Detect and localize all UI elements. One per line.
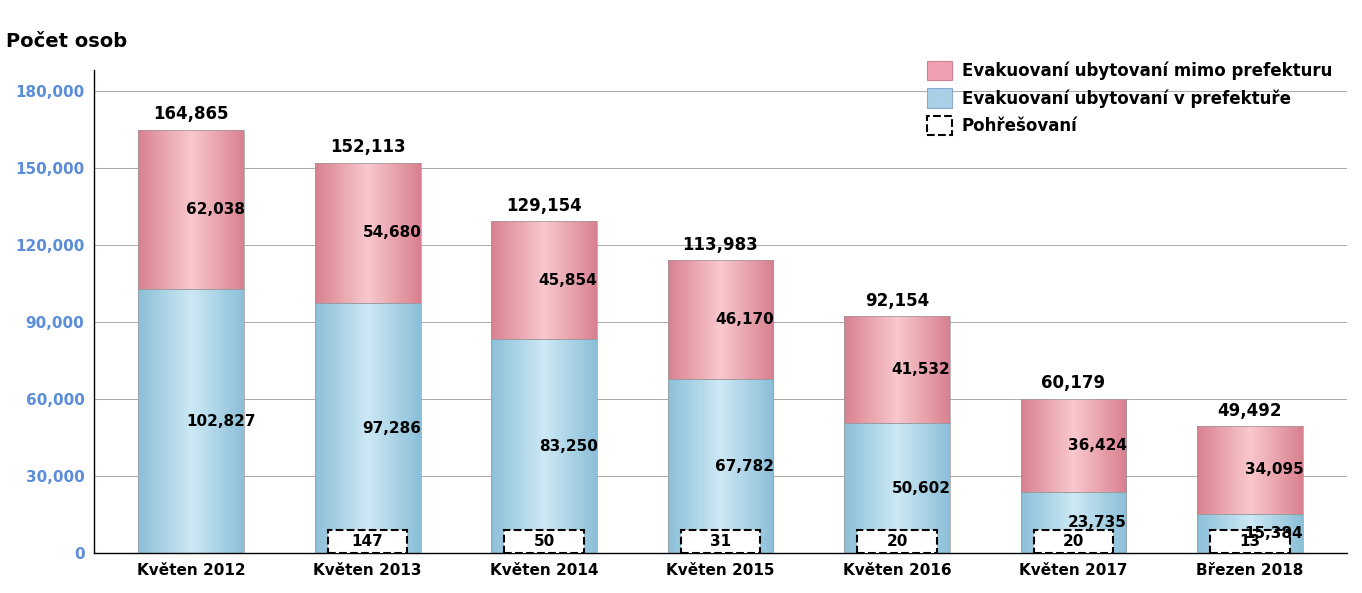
- Text: 23,735: 23,735: [1068, 515, 1128, 530]
- Bar: [1197, 426, 1303, 514]
- Text: 20: 20: [1062, 534, 1084, 549]
- FancyBboxPatch shape: [1211, 530, 1290, 553]
- Text: 147: 147: [351, 534, 384, 549]
- Text: 60,179: 60,179: [1042, 374, 1106, 392]
- Bar: [1020, 398, 1126, 492]
- Bar: [315, 303, 421, 553]
- Bar: [138, 289, 244, 553]
- Bar: [492, 339, 597, 553]
- FancyBboxPatch shape: [1034, 530, 1113, 553]
- Text: 46,170: 46,170: [715, 313, 774, 327]
- Text: 31: 31: [710, 534, 731, 549]
- FancyBboxPatch shape: [681, 530, 760, 553]
- Text: 102,827: 102,827: [185, 414, 255, 429]
- Text: 97,286: 97,286: [362, 421, 421, 436]
- FancyBboxPatch shape: [857, 530, 937, 553]
- Bar: [667, 379, 774, 553]
- Text: 67,782: 67,782: [715, 458, 774, 474]
- Text: 41,532: 41,532: [892, 362, 951, 377]
- Bar: [138, 129, 244, 289]
- Text: 36,424: 36,424: [1068, 438, 1128, 453]
- Text: Počet osob: Počet osob: [7, 31, 128, 51]
- Bar: [844, 317, 949, 423]
- Text: 34,095: 34,095: [1245, 463, 1303, 477]
- Text: 13: 13: [1239, 534, 1260, 549]
- Text: 129,154: 129,154: [507, 197, 582, 215]
- Text: 62,038: 62,038: [185, 202, 245, 217]
- Text: 113,983: 113,983: [682, 236, 759, 254]
- Text: 49,492: 49,492: [1218, 401, 1282, 420]
- Text: 50: 50: [534, 534, 554, 549]
- Legend: Evakuovaní ubytovaní mimo prefekturu, Evakuovaní ubytovaní v prefektuře, Pohřešo: Evakuovaní ubytovaní mimo prefekturu, Ev…: [919, 54, 1339, 142]
- Text: 50,602: 50,602: [892, 481, 951, 496]
- FancyBboxPatch shape: [504, 530, 584, 553]
- Text: 83,250: 83,250: [539, 439, 598, 454]
- FancyBboxPatch shape: [328, 530, 407, 553]
- Bar: [492, 221, 597, 339]
- Text: 54,680: 54,680: [362, 225, 421, 240]
- Bar: [315, 162, 421, 303]
- Bar: [1197, 514, 1303, 553]
- Text: 152,113: 152,113: [330, 138, 406, 156]
- Text: 45,854: 45,854: [539, 273, 598, 288]
- Text: 15,384: 15,384: [1245, 526, 1303, 541]
- Text: 92,154: 92,154: [865, 292, 929, 310]
- Bar: [667, 260, 774, 379]
- Bar: [844, 423, 949, 553]
- Text: 164,865: 164,865: [154, 105, 229, 123]
- Text: 20: 20: [887, 534, 907, 549]
- Bar: [1020, 492, 1126, 553]
